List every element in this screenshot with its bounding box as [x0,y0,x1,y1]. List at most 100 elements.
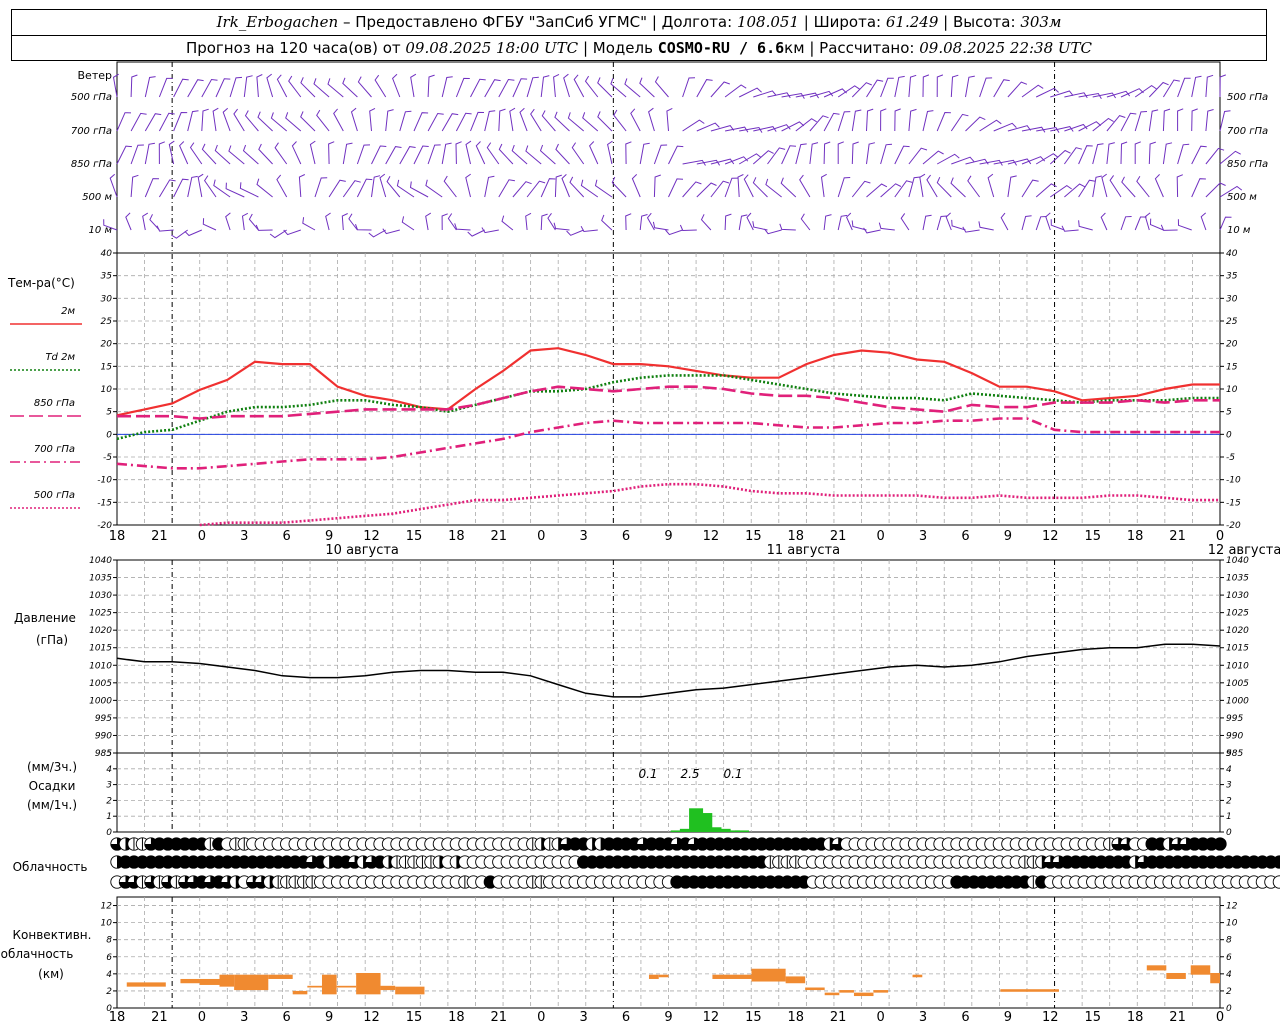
wind-barb [112,73,119,98]
wind-barb [241,212,249,231]
wind-barb [866,183,888,198]
wind-barb [539,144,556,165]
precip-bar [735,830,750,832]
press-tick-label: 1020 [89,626,112,636]
wind-barb [526,180,546,198]
wind-barb [922,150,944,165]
conv-bar [292,990,308,995]
wind-barb [737,174,744,198]
wind-barb [519,107,528,132]
time-tick-label: 12 [1042,529,1059,544]
time-tick-label: 0 [876,529,884,544]
wind-barb [225,212,231,231]
wind-barb [327,78,344,98]
wind-barb [484,175,495,198]
conv-bar [219,974,235,987]
wind-barb [880,108,887,132]
press-tick-label: 1040 [1226,556,1249,566]
wind-barb [682,181,702,198]
wind-barb [752,150,774,165]
wind-barb [1177,77,1191,98]
conv-tick-label: 8 [106,936,112,946]
wind-barb [276,174,288,198]
time-tick-label: 6 [961,529,969,544]
wind-barb [1092,117,1114,132]
wind-barb [144,113,162,132]
wind-barb [1177,219,1192,231]
wind-barb [309,140,316,165]
wind-barb [800,213,811,231]
conv-time-tick-label: 18 [448,1010,465,1024]
wind-barb [922,214,932,231]
wind-barb [1219,216,1232,231]
conv-bar [785,976,806,984]
temp-series-line [199,482,1220,527]
wind-barb [765,178,782,198]
wind-barb [767,92,791,99]
wind-barb [936,176,952,198]
wind-barb [266,73,274,98]
conv-bar [380,985,396,991]
precip-unit-1h: (мм/1ч.) [27,798,77,812]
conv-time-tick-label: 12 [363,1010,380,1024]
wind-barb [978,221,994,231]
wind-barb [1154,174,1164,198]
wind-barb [179,141,189,165]
wind-barb [109,173,118,198]
wind-barb [213,179,231,198]
wind-barb [413,112,429,132]
wind-barb [316,109,330,132]
wind-barb [116,145,132,165]
wind-barb [1162,108,1171,132]
press-tick-label: 1010 [89,661,112,671]
wind-barb [919,173,926,198]
wind-barb [173,111,188,132]
wind-barb [738,87,762,98]
wind-barb [1007,158,1032,165]
wind-barb [484,110,496,132]
wind-barb [173,178,189,198]
wind-barb [1205,182,1226,198]
wind-barb [1064,183,1086,198]
wind-barb [356,178,373,198]
conv-time-tick-label: 15 [406,1010,423,1024]
wind-barb [710,180,730,198]
temp-tick-label: 35 [101,272,113,282]
conv-time-tick-label: 21 [151,1010,168,1024]
time-tick-label: 6 [622,529,630,544]
pressure-title: Давление [14,611,76,625]
wind-barb [239,182,259,198]
wind-barb [753,126,777,132]
wind-barb [202,218,217,231]
conv-time-tick-label: 18 [787,1010,804,1024]
wind-barb [285,112,302,132]
conv-title-2: облачность [1,947,74,961]
wind-barb [987,173,995,198]
wind-barb [470,111,485,132]
conv-tick-label: 4 [1226,970,1232,980]
wind-barb [233,108,245,132]
day-label: 12 августа [1208,543,1280,558]
wind-barb [753,90,777,98]
wind-barb [682,77,696,98]
wind-barb [1121,176,1136,198]
wind-barb [1106,90,1131,98]
wind-barb [401,216,415,231]
wind-barb [116,112,132,132]
provider-text: – Предоставлено ФГБУ "ЗапСиб УГМС" [342,13,648,31]
press-tick-label: 1000 [1226,696,1249,706]
wind-barb [130,144,144,165]
wind-barb [413,145,429,165]
wind-barb [1162,142,1173,165]
precip-tick-label: 3 [1226,781,1232,791]
wind-barb [837,141,844,164]
precip-tick-label: 1 [106,812,112,822]
wind-barb [1036,126,1060,133]
temp-tick-label: 0 [1226,430,1232,440]
wind-barb [880,143,893,165]
wind-barb [187,110,199,132]
conv-tick-label: 8 [1226,936,1232,946]
wind-barb [979,119,1002,132]
conv-bar [336,985,357,988]
wind-barb [298,174,306,198]
